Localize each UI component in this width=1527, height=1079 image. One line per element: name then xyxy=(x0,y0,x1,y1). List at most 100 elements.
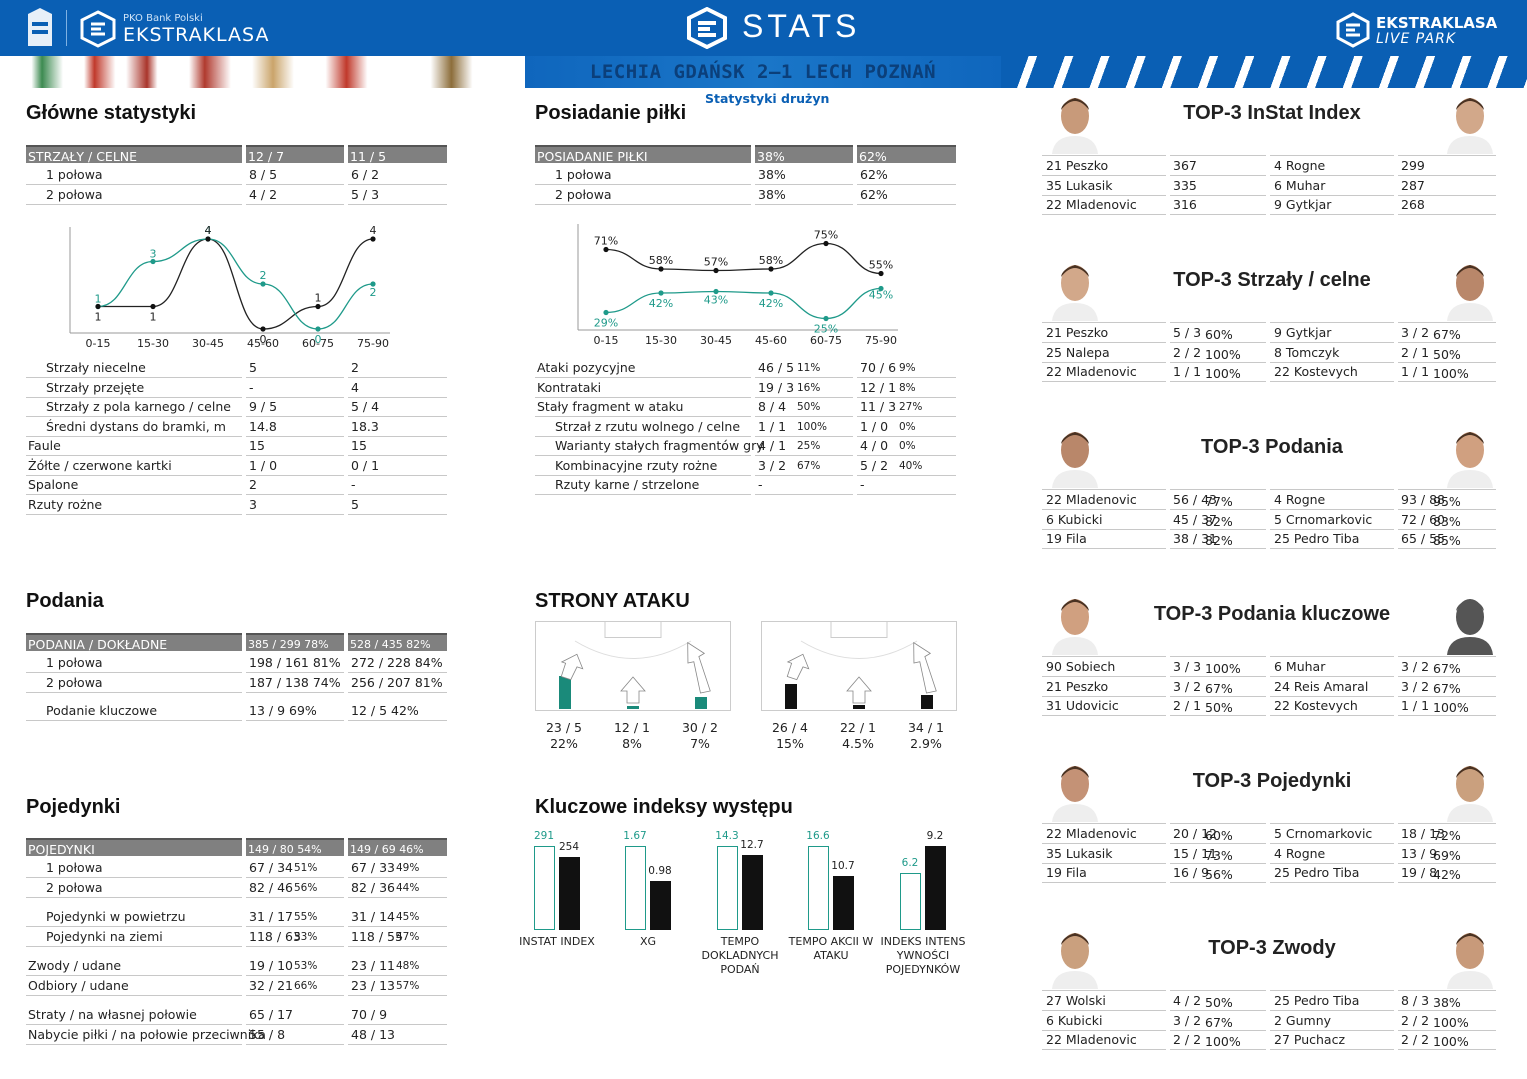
player-name: 25 Pedro Tiba xyxy=(1274,993,1360,1008)
kpi-value-away: 10.7 xyxy=(831,859,855,872)
attack-pitch-home xyxy=(535,621,731,711)
row-divider xyxy=(246,203,344,205)
poss-head-away: 62% xyxy=(857,145,956,164)
row-divider xyxy=(246,474,344,476)
row-away-value: 23 / 11 xyxy=(351,958,395,973)
row-divider xyxy=(1170,322,1266,323)
player-name: 25 Pedro Tiba xyxy=(1274,531,1360,546)
data-label-home: 0 xyxy=(315,333,322,346)
brand-right-2: LIVE PARK xyxy=(1376,31,1457,47)
player-pct: 100% xyxy=(1205,366,1241,381)
player-pct: 50% xyxy=(1205,700,1233,715)
data-point-home xyxy=(150,258,156,265)
row-divider xyxy=(26,184,242,185)
data-label-home: 2 xyxy=(370,286,377,299)
player-photo-icon xyxy=(1447,599,1493,655)
kpi-bar-home xyxy=(717,846,738,930)
duels-title: Pojedynki xyxy=(26,796,121,818)
row-home-value: 2 xyxy=(249,477,257,492)
row-home-value: 1 / 0 xyxy=(249,457,278,473)
row-away-value: 23 / 13 xyxy=(351,977,395,993)
row-divider xyxy=(1270,155,1394,156)
row-home-value: 38% xyxy=(758,167,786,182)
row-divider xyxy=(1170,342,1266,343)
row-divider xyxy=(857,203,956,205)
row-home-value: 38% xyxy=(758,186,786,202)
row-divider xyxy=(755,396,853,398)
data-point-home xyxy=(370,281,376,287)
row-away-pct: 45% xyxy=(396,911,420,923)
x-tick-label: 30-45 xyxy=(192,337,224,350)
row-divider xyxy=(1042,1010,1166,1011)
row-home-value: 9 / 5 xyxy=(249,399,278,414)
player-pct: 100% xyxy=(1433,1014,1469,1030)
player-pct: 100% xyxy=(1433,700,1469,715)
row-label: Strzały z pola karnego / celne xyxy=(46,399,231,414)
player-name: 21 Peszko xyxy=(1046,678,1109,694)
data-point-away xyxy=(315,303,321,310)
row-divider xyxy=(755,435,853,437)
row-home-value: 15 xyxy=(249,438,265,453)
player-name: 6 Muhar xyxy=(1274,659,1326,674)
row-divider xyxy=(26,691,242,693)
row-divider xyxy=(1270,862,1394,864)
row-divider xyxy=(1170,489,1266,490)
row-away-value: 18.3 xyxy=(351,418,379,434)
row-divider xyxy=(348,184,447,185)
row-divider xyxy=(26,994,242,996)
row-divider xyxy=(535,184,751,185)
row-divider xyxy=(1170,1029,1266,1031)
kpi-label: INSTAT INDEX xyxy=(519,935,595,948)
player-value: 367 xyxy=(1173,158,1197,173)
row-label: Nabycie piłki / na połowie przeciwnika xyxy=(28,1026,266,1042)
player-value: 2 / 1 xyxy=(1173,698,1202,713)
row-label: 1 połowa xyxy=(46,655,103,670)
row-away-pct: 0% xyxy=(899,440,916,452)
row-label: Zwody / udane xyxy=(28,958,122,973)
player-value: 19 / 8 xyxy=(1401,865,1438,880)
row-divider xyxy=(1042,528,1166,530)
player-name: 5 Crnomarkovic xyxy=(1274,511,1373,527)
row-divider xyxy=(1042,194,1166,196)
row-divider xyxy=(1270,509,1394,510)
possession-chart: 0-15 15-30 30-45 45-60 60-75 75-90 29% 42% 43% 42… xyxy=(577,224,898,347)
player-name: 5 Crnomarkovic xyxy=(1274,826,1373,841)
player-name: 27 Wolski xyxy=(1046,993,1106,1008)
row-divider xyxy=(26,377,242,378)
row-label: Spalone xyxy=(28,477,79,492)
row-divider xyxy=(348,474,447,476)
row-divider xyxy=(26,474,242,476)
player-value: 1 / 1 xyxy=(1173,364,1202,379)
row-label: Rzuty rożne xyxy=(28,496,103,512)
row-divider xyxy=(1270,175,1394,176)
sponsor-label: PKO Bank Polski xyxy=(123,13,203,24)
attack-bar xyxy=(785,684,797,709)
row-divider xyxy=(246,396,344,398)
row-divider xyxy=(1270,656,1394,657)
duels-head-label: POJEDYNKI xyxy=(26,838,242,857)
row-divider xyxy=(1042,656,1166,657)
kpi-label: INDEKS INTENS YWNOŚCI POJEDYNKÓW xyxy=(880,935,966,976)
kpi-bar-away xyxy=(650,880,671,930)
row-divider xyxy=(535,474,751,476)
top3-title: TOP-3 Podania kluczowe xyxy=(1153,603,1391,625)
row-divider xyxy=(1398,509,1496,510)
attack-pitch-away xyxy=(761,621,957,711)
kpi-bar-away xyxy=(559,856,580,930)
row-divider xyxy=(26,896,242,898)
row-divider xyxy=(755,455,853,456)
player-pct: 67% xyxy=(1433,661,1461,676)
x-tick-label: 75-90 xyxy=(865,334,897,347)
row-divider xyxy=(1398,695,1496,697)
player-value: 45 / 37 xyxy=(1173,511,1217,527)
row-label: Strzały przejęte xyxy=(46,379,145,395)
row-home-value: 1 / 1 xyxy=(758,418,787,434)
row-divider xyxy=(1398,322,1496,323)
kpi-value-home: 291 xyxy=(533,830,555,842)
row-divider xyxy=(1042,695,1166,697)
player-pct: 100% xyxy=(1205,1034,1241,1049)
player-pct: 67% xyxy=(1205,680,1233,696)
row-divider xyxy=(246,513,344,515)
row-away-pct: 57% xyxy=(396,979,420,992)
row-label: Pojedynki w powietrzu xyxy=(46,909,186,924)
